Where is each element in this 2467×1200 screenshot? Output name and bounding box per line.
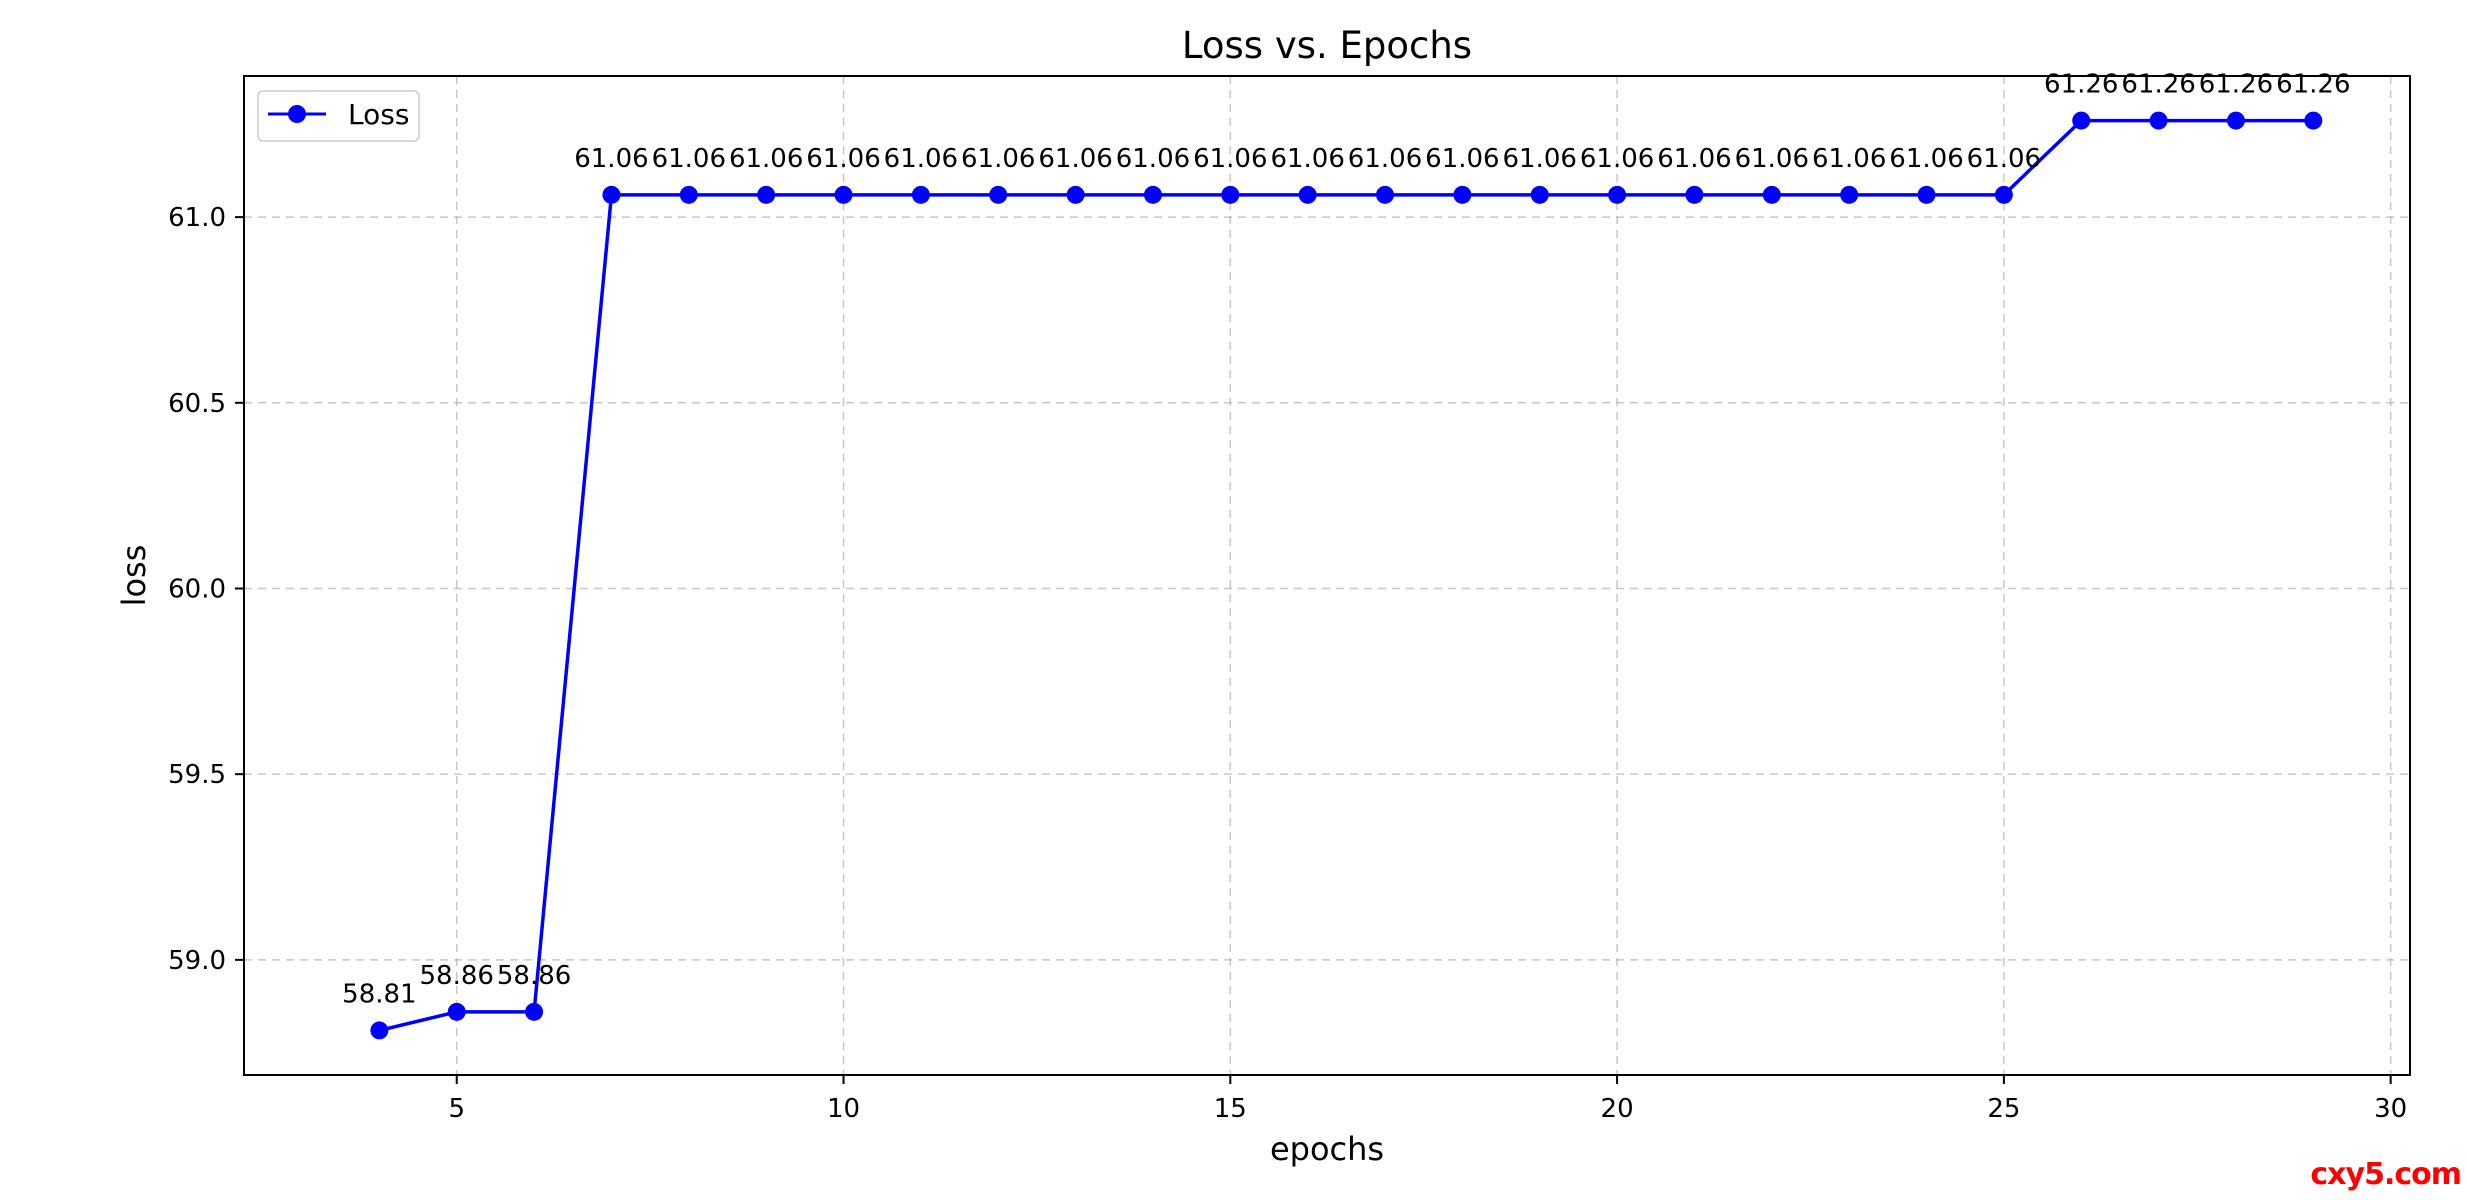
x-tick-label: 15 xyxy=(1214,1094,1247,1124)
data-label: 61.06 xyxy=(1967,144,2041,174)
y-tick-label: 60.5 xyxy=(168,389,226,419)
y-tick-label: 60.0 xyxy=(168,574,226,604)
y-axis-label: loss xyxy=(115,545,153,607)
chart-title: Loss vs. Epochs xyxy=(1182,24,1472,67)
y-tick-label: 61.0 xyxy=(168,203,226,233)
x-tick-label: 10 xyxy=(827,1094,860,1124)
data-point xyxy=(1917,185,1936,204)
data-point xyxy=(370,1021,389,1040)
data-point xyxy=(679,185,698,204)
data-label: 61.06 xyxy=(1348,144,1422,174)
data-point xyxy=(2304,111,2323,130)
data-point xyxy=(447,1002,466,1021)
data-point xyxy=(1685,185,1704,204)
data-label: 61.06 xyxy=(1889,144,1963,174)
data-point xyxy=(1994,185,2013,204)
data-label: 61.06 xyxy=(1503,144,1577,174)
watermark: cxy5.com xyxy=(2310,1157,2462,1192)
legend: Loss xyxy=(257,90,420,142)
data-point xyxy=(911,185,930,204)
data-point xyxy=(2226,111,2245,130)
x-tick-label: 25 xyxy=(1987,1094,2020,1124)
data-label: 61.06 xyxy=(652,144,726,174)
data-label: 61.06 xyxy=(1116,144,1190,174)
x-axis-label: epochs xyxy=(1270,1130,1384,1168)
data-label: 58.81 xyxy=(342,979,416,1009)
data-point xyxy=(1608,185,1627,204)
data-point xyxy=(757,185,776,204)
data-point xyxy=(1298,185,1317,204)
data-point xyxy=(2149,111,2168,130)
data-point xyxy=(1530,185,1549,204)
data-label: 61.06 xyxy=(1812,144,1886,174)
data-label: 61.06 xyxy=(729,144,803,174)
legend-label: Loss xyxy=(348,98,409,131)
data-label: 61.26 xyxy=(2276,70,2350,100)
legend-marker-swatch xyxy=(288,105,306,123)
data-label: 61.06 xyxy=(1193,144,1267,174)
y-tick-label: 59.0 xyxy=(168,946,226,976)
data-point xyxy=(1453,185,1472,204)
data-point xyxy=(2072,111,2091,130)
plot-frame xyxy=(243,75,2411,1076)
data-label: 58.86 xyxy=(420,961,494,991)
data-label: 58.86 xyxy=(497,961,571,991)
data-point xyxy=(1376,185,1395,204)
data-point xyxy=(1143,185,1162,204)
data-label: 61.26 xyxy=(2044,70,2118,100)
data-label: 61.06 xyxy=(961,144,1035,174)
data-point xyxy=(834,185,853,204)
y-tick-label: 59.5 xyxy=(168,760,226,790)
data-label: 61.06 xyxy=(1735,144,1809,174)
data-label: 61.26 xyxy=(2121,70,2195,100)
y-axis-ticks: 59.0 59.5 60.0 60.5 61.0 xyxy=(168,203,244,976)
data-label: 61.26 xyxy=(2199,70,2273,100)
data-label: 61.06 xyxy=(1038,144,1112,174)
data-point xyxy=(1840,185,1859,204)
series-layer xyxy=(370,111,2323,1040)
x-tick-label: 5 xyxy=(448,1094,465,1124)
loss-series-line xyxy=(378,118,2314,1033)
grid-lines xyxy=(244,76,2410,1075)
data-label: 61.06 xyxy=(1657,144,1731,174)
data-point xyxy=(1762,185,1781,204)
data-point xyxy=(989,185,1008,204)
data-label: 61.06 xyxy=(1270,144,1344,174)
data-point xyxy=(1221,185,1240,204)
data-label: 61.06 xyxy=(1425,144,1499,174)
x-tick-label: 30 xyxy=(2374,1094,2407,1124)
data-label: 61.06 xyxy=(884,144,958,174)
x-axis-ticks: 5 10 15 20 25 30 xyxy=(448,1075,2407,1124)
data-label: 61.06 xyxy=(806,144,880,174)
data-point xyxy=(525,1002,544,1021)
data-label: 61.06 xyxy=(574,144,648,174)
legend-box xyxy=(257,90,420,142)
data-label: 61.06 xyxy=(1580,144,1654,174)
x-tick-label: 20 xyxy=(1601,1094,1634,1124)
data-point xyxy=(1066,185,1085,204)
data-point xyxy=(602,185,621,204)
